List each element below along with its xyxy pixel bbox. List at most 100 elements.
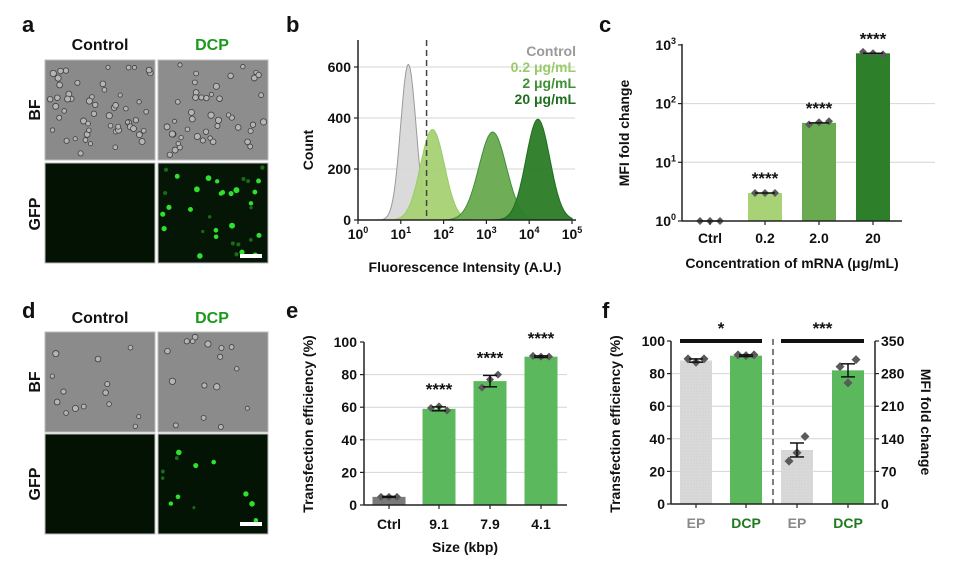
cell xyxy=(212,82,220,90)
cell xyxy=(60,388,67,395)
cell xyxy=(217,353,224,360)
fluorescent-cell xyxy=(192,506,196,510)
bar-DCP xyxy=(730,355,762,504)
y-tick-label: 100 xyxy=(655,212,676,229)
fluorescent-cell xyxy=(160,476,165,480)
cell xyxy=(209,138,217,146)
fluorescent-cell xyxy=(161,225,167,232)
y-tick-label-right: 350 xyxy=(881,333,905,349)
legend-item-2: 2 μg/mL xyxy=(522,75,576,91)
data-point xyxy=(699,354,709,364)
data-point xyxy=(851,355,861,365)
fluorescent-cell xyxy=(166,204,172,210)
tick-base: 10 xyxy=(655,96,671,112)
row-header-bf: BF xyxy=(27,99,44,121)
panel-letter-e: e xyxy=(286,298,298,323)
fluorescent-cell xyxy=(246,179,251,184)
microscopy-panel-d: Control DCP BF GFP xyxy=(27,310,269,535)
cell xyxy=(74,79,81,86)
cell xyxy=(49,69,57,77)
cell xyxy=(188,115,196,123)
fluorescent-cell xyxy=(207,215,212,219)
cell xyxy=(132,423,138,429)
x-tick-label: 20 xyxy=(865,230,881,246)
tick-base: 10 xyxy=(655,37,671,53)
cell xyxy=(85,120,91,127)
fluorescent-cell xyxy=(163,190,168,196)
cell xyxy=(125,119,131,125)
x-tick-label: 4.1 xyxy=(531,516,551,532)
cell xyxy=(117,92,123,98)
cell xyxy=(112,102,119,109)
y-tick-label: 40 xyxy=(341,432,357,448)
gfp-control-image xyxy=(44,162,156,264)
cell xyxy=(53,398,61,406)
bar-4.1 xyxy=(524,356,558,505)
cell xyxy=(163,123,171,131)
x-tick-label: 2.0 xyxy=(809,230,829,246)
x-tick-label: Ctrl xyxy=(698,230,722,246)
tick-base: 10 xyxy=(562,226,578,242)
cell xyxy=(104,381,111,388)
fluorescent-cell xyxy=(229,222,235,229)
bar-20 xyxy=(856,53,890,221)
x-tick-label: DCP xyxy=(731,515,761,531)
cell xyxy=(63,137,70,144)
cell xyxy=(259,118,268,126)
bar-Ctrl xyxy=(372,496,406,505)
y-tick-label: 100 xyxy=(334,334,358,350)
cell xyxy=(101,87,108,93)
tick-exponent: 1 xyxy=(671,153,676,163)
cell xyxy=(193,70,199,77)
data-point xyxy=(800,431,810,441)
tick-exponent: 0 xyxy=(671,212,676,222)
significance-label: **** xyxy=(426,380,453,399)
x-tick-label: DCP xyxy=(833,515,863,531)
cell xyxy=(203,94,210,102)
legend-item-0-2: 0.2 μg/mL xyxy=(511,59,577,75)
fluorescent-cell xyxy=(160,469,165,474)
cell xyxy=(200,415,207,421)
tick-exponent: 4 xyxy=(534,225,539,235)
cell xyxy=(247,127,254,134)
x-tick-label: 104 xyxy=(519,225,540,242)
significance-label: * xyxy=(718,319,725,338)
row-header-gfp: GFP xyxy=(27,467,44,500)
bar-EP xyxy=(781,449,813,504)
y-axis-label: Transfection efficiency (%) xyxy=(300,335,316,512)
tick-base: 10 xyxy=(655,213,671,229)
cell xyxy=(145,66,153,74)
cell xyxy=(52,102,60,110)
y-tick-label-right: 140 xyxy=(881,431,905,447)
cell xyxy=(138,138,146,145)
cell xyxy=(123,106,129,112)
row-header-bf: BF xyxy=(27,371,44,393)
cell xyxy=(164,347,171,355)
column-header-dcp: DCP xyxy=(195,310,229,327)
panel-letter-b: b xyxy=(286,12,299,37)
data-point xyxy=(393,492,401,501)
fluorescent-cell xyxy=(211,459,217,465)
cell xyxy=(244,138,251,146)
cell xyxy=(125,64,132,71)
cell xyxy=(192,94,199,101)
fluorescent-cell xyxy=(214,179,220,184)
x-tick-label: 102 xyxy=(433,225,454,242)
cell xyxy=(131,65,137,70)
x-tick-label: 101 xyxy=(391,225,412,242)
fluorescent-cell xyxy=(213,234,219,240)
data-point xyxy=(427,404,435,413)
fluorescent-cell xyxy=(248,238,253,242)
cell xyxy=(54,74,62,82)
cell xyxy=(143,108,149,115)
y-tick-label: 80 xyxy=(341,367,357,383)
cell xyxy=(63,410,69,416)
cell xyxy=(234,366,240,372)
significance-label: *** xyxy=(813,319,833,338)
cell xyxy=(249,121,257,128)
x-tick-label: 105 xyxy=(562,225,583,242)
panel-letter-f: f xyxy=(602,298,610,323)
cell xyxy=(258,92,264,98)
cell xyxy=(208,91,214,97)
cell xyxy=(214,123,221,129)
